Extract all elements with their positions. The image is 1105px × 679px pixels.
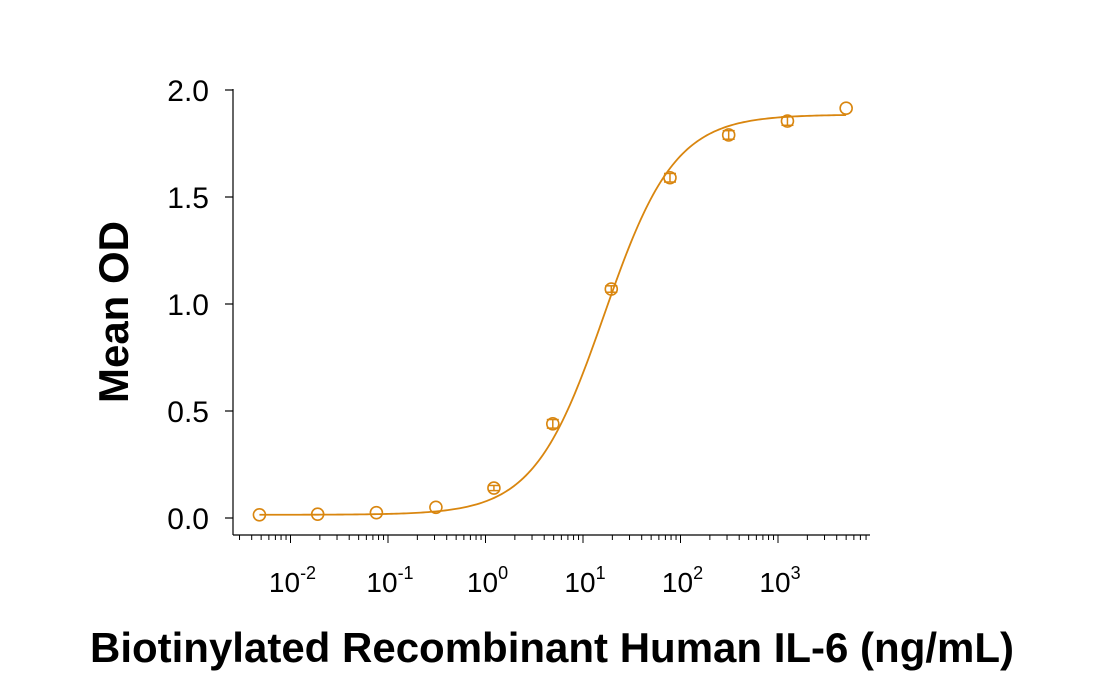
data-point <box>252 507 267 522</box>
data-point <box>721 128 736 142</box>
y-tick-label: 0.5 <box>167 396 209 429</box>
data-point <box>839 101 853 115</box>
x-tick-base: 10 <box>759 567 790 598</box>
x-tick-base: 10 <box>366 567 397 598</box>
data-point <box>663 170 677 185</box>
x-tick-exponent: -2 <box>300 563 316 583</box>
x-tick-exponent: 2 <box>693 563 703 583</box>
y-tick-label: 1.0 <box>167 289 209 322</box>
x-tick-base: 10 <box>467 567 498 598</box>
x-tick-exponent: 1 <box>596 563 606 583</box>
y-tick-label: 1.5 <box>167 182 209 215</box>
x-axis-title: Biotinylated Recombinant Human IL-6 (ng/… <box>90 624 1014 671</box>
x-tick-base: 10 <box>662 567 693 598</box>
data-point <box>780 114 795 128</box>
fit-curve <box>259 114 847 516</box>
data-point <box>429 500 443 515</box>
data-point <box>369 505 384 520</box>
x-tick-label: 10-2 <box>269 563 316 598</box>
x-tick-base: 10 <box>564 567 595 598</box>
y-axis-title: Mean OD <box>90 221 137 403</box>
x-tick-exponent: -1 <box>398 563 414 583</box>
x-tick-label: 101 <box>564 563 605 598</box>
x-axis: 10-2 10-1 100 101 102 103 <box>233 534 870 598</box>
y-tick-label: 0.0 <box>167 503 209 536</box>
data-point <box>604 282 619 296</box>
data-point <box>545 417 560 431</box>
data-point <box>487 481 501 495</box>
x-tick-label: 102 <box>662 563 703 598</box>
y-tick-label: 2.0 <box>167 75 209 108</box>
data-point <box>310 507 325 521</box>
x-tick-base: 10 <box>269 567 300 598</box>
x-tick-label: 10-1 <box>366 563 413 598</box>
x-tick-label: 103 <box>759 563 800 598</box>
plot-area <box>252 101 853 522</box>
x-tick-label: 100 <box>467 563 508 598</box>
x-tick-exponent: 0 <box>498 563 508 583</box>
y-axis: 0.0 0.5 1.0 1.5 2.0 <box>167 75 234 536</box>
x-tick-exponent: 3 <box>791 563 801 583</box>
